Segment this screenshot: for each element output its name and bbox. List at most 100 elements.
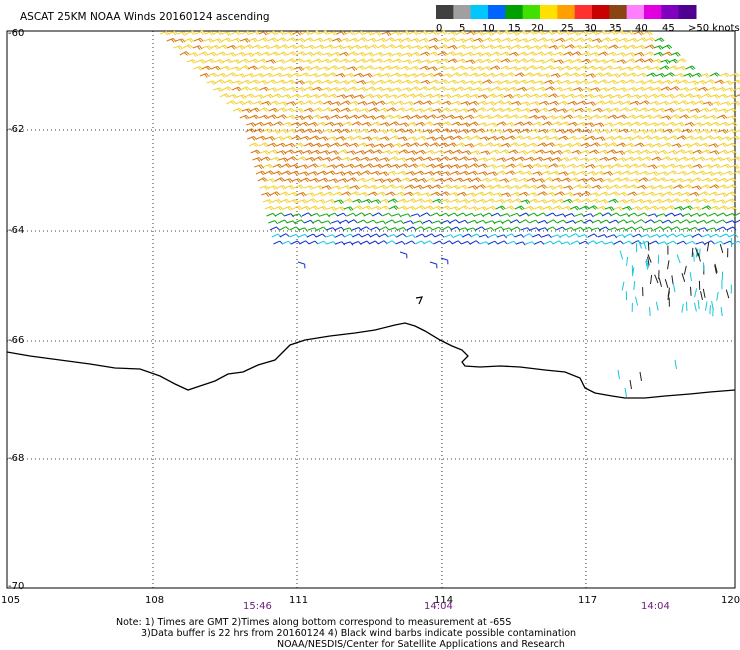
wind-barb: [285, 142, 296, 148]
wind-barb: [415, 121, 426, 127]
wind-barb: [293, 58, 304, 63]
wind-barb: [579, 79, 590, 85]
wind-barb: [159, 30, 170, 36]
wind-barb: [413, 184, 424, 190]
wind-barb: [505, 233, 516, 238]
wind-barb: [351, 121, 362, 126]
wind-barb: [379, 136, 390, 142]
wind-barb: [268, 107, 279, 113]
wind-barb: [391, 31, 402, 36]
wind-barb: [413, 100, 424, 106]
wind-barb: [366, 37, 377, 43]
wind-barb: [392, 58, 403, 64]
wind-barb: [552, 205, 563, 210]
wind-barb: [254, 121, 265, 127]
wind-barb: [548, 45, 559, 50]
wind-barb: [182, 44, 193, 49]
legend-swatch: [453, 5, 472, 19]
wind-barb: [412, 59, 423, 64]
wind-barb: [551, 177, 562, 183]
wind-barb: [560, 157, 570, 162]
wind-barb: [702, 288, 706, 298]
wind-barb: [240, 38, 251, 43]
wind-barb: [296, 192, 307, 197]
wind-barb: [313, 37, 324, 43]
legend-swatch: [470, 5, 489, 19]
wind-barb: [496, 135, 507, 141]
wind-barb: [527, 142, 538, 148]
wind-barb: [264, 205, 275, 211]
wind-barb: [276, 150, 287, 156]
wind-barb: [389, 121, 400, 126]
wind-barb: [401, 79, 412, 85]
wind-barb: [698, 86, 709, 92]
wind-barb: [362, 73, 373, 78]
wind-barb: [360, 240, 371, 245]
wind-barb: [313, 156, 324, 161]
wind-barb: [459, 164, 470, 169]
wind-barb: [289, 234, 300, 239]
wind-barb: [634, 52, 645, 57]
wind-barb: [279, 233, 290, 238]
wind-barb: [533, 156, 544, 162]
wind-barb: [262, 199, 273, 204]
wind-barb: [454, 86, 465, 92]
wind-barb: [487, 157, 498, 163]
time-label-2: 14:04: [424, 601, 453, 612]
wind-barb: [343, 241, 354, 246]
wind-barb: [501, 142, 512, 148]
wind-barb: [273, 121, 284, 126]
wind-barb: [618, 72, 629, 77]
wind-barb: [576, 163, 587, 169]
wind-barb: [612, 94, 623, 99]
wind-barb: [627, 129, 638, 134]
wind-barb: [535, 149, 546, 154]
wind-barb: [431, 157, 442, 163]
wind-barb: [289, 164, 300, 169]
wind-barb: [564, 192, 574, 197]
wind-barb: [478, 157, 489, 163]
wind-barb: [346, 212, 357, 217]
wind-barb: [481, 66, 492, 71]
wind-barb: [565, 213, 575, 218]
wind-barb: [372, 73, 383, 78]
wind-barb: [613, 100, 624, 106]
wind-barb: [361, 205, 372, 210]
wind-barb: [507, 86, 518, 92]
wind-barb: [616, 52, 627, 57]
wind-barb: [309, 135, 320, 141]
wind-barb: [707, 227, 718, 232]
wind-barb: [336, 212, 347, 217]
wind-barb: [719, 121, 730, 127]
wind-barb: [468, 157, 479, 163]
wind-barb: [253, 128, 264, 133]
wind-barb: [569, 177, 580, 183]
wind-barb: [683, 73, 694, 78]
wind-barb: [294, 80, 305, 85]
wind-barb: [327, 31, 338, 36]
wind-barb: [509, 142, 520, 147]
wind-barb: [295, 44, 306, 50]
wind-barb: [267, 142, 278, 148]
wind-barb: [716, 291, 719, 301]
wind-barb: [581, 128, 592, 134]
wind-barb: [308, 122, 319, 127]
wind-barb: [635, 58, 646, 63]
legend-tick-5: 5: [459, 23, 465, 34]
wind-barb: [691, 206, 702, 212]
wind-barb: [663, 128, 673, 134]
wind-barb: [350, 107, 361, 113]
wind-barb: [291, 122, 301, 127]
wind-barb: [270, 191, 281, 196]
wind-barb: [428, 86, 439, 92]
wind-barb: [599, 87, 609, 93]
wind-barb: [509, 51, 519, 57]
wind-barb: [480, 150, 491, 156]
wind-barb: [495, 199, 506, 204]
wind-barb: [240, 86, 251, 91]
wind-barb: [374, 52, 385, 57]
wind-barb: [345, 94, 356, 100]
wind-barb: [213, 30, 224, 36]
wind-barb: [390, 65, 401, 71]
wind-barb: [286, 101, 297, 107]
